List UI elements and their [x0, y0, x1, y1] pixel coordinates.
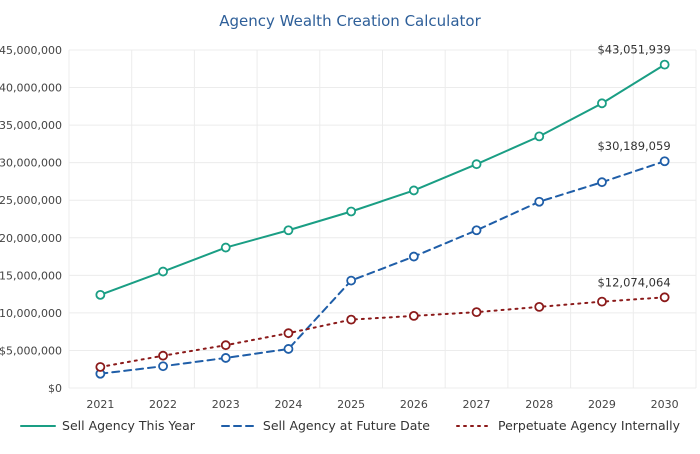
data-point: [408, 310, 419, 321]
data-point: [471, 159, 482, 170]
x-tick-label: 2026: [400, 398, 428, 411]
data-point: [220, 340, 231, 351]
legend-label: Perpetuate Agency Internally: [497, 418, 680, 433]
series-line: [99, 63, 666, 296]
y-tick-label: $45,000,000: [0, 44, 62, 57]
data-point: [346, 275, 357, 286]
data-point: [158, 350, 168, 361]
y-tick-label: $35,000,000: [0, 119, 62, 132]
legend-label: Sell Agency This Year: [62, 418, 195, 433]
data-point: [346, 206, 357, 217]
data-point: [95, 289, 106, 300]
y-tick-label: $10,000,000: [0, 307, 62, 320]
legend-item[interactable]: Sell Agency This Year: [20, 418, 195, 433]
data-point: [659, 59, 670, 70]
legend-swatch-icon: [220, 424, 257, 427]
y-tick-label: $30,000,000: [0, 157, 62, 170]
data-point: [534, 196, 545, 207]
y-tick-label: $15,000,000: [0, 269, 62, 282]
data-point: [220, 353, 231, 363]
y-tick-label: $25,000,000: [0, 194, 62, 207]
data-point: [283, 328, 294, 339]
data-point: [597, 98, 607, 109]
data-point: [220, 242, 231, 253]
data-point: [471, 225, 482, 236]
legend: Sell Agency This Year Sell Agency at Futu…: [0, 418, 700, 433]
data-point: [158, 361, 168, 372]
y-tick-label: $20,000,000: [0, 232, 62, 245]
data-point: [95, 362, 106, 372]
legend-swatch-icon: [20, 424, 57, 427]
data-point: [597, 177, 607, 188]
data-point: [408, 185, 419, 196]
data-point: [158, 266, 168, 277]
legend-swatch-icon: [455, 424, 492, 427]
data-point: [408, 251, 419, 262]
y-tick-label: $40,000,000: [0, 82, 62, 95]
x-tick-label: 2024: [274, 398, 302, 411]
x-tick-label: 2029: [588, 398, 616, 411]
x-tick-label: 2030: [651, 398, 679, 411]
data-point: [659, 156, 670, 167]
legend-item[interactable]: Sell Agency at Future Date: [220, 418, 430, 433]
data-point: [534, 131, 545, 142]
x-tick-label: 2022: [149, 398, 177, 411]
x-tick-label: 2021: [86, 398, 114, 411]
y-tick-label: $5,000,000: [0, 344, 62, 357]
data-point: [597, 296, 607, 307]
end-value-label: $43,051,939: [597, 43, 670, 57]
chart-title: Agency Wealth Creation Calculator: [219, 12, 481, 30]
legend-label: Sell Agency at Future Date: [262, 418, 430, 433]
data-point: [534, 301, 545, 312]
series-line: [99, 296, 666, 368]
data-point: [346, 314, 357, 325]
end-value-label: $12,074,064: [597, 275, 670, 289]
x-tick-label: 2028: [525, 398, 553, 411]
data-point: [659, 292, 670, 303]
data-point: [283, 344, 294, 354]
x-tick-label: 2027: [463, 398, 491, 411]
legend-item[interactable]: Perpetuate Agency Internally: [455, 418, 680, 433]
data-point: [471, 307, 482, 318]
data-point: [283, 225, 294, 236]
x-tick-label: 2025: [337, 398, 365, 411]
y-tick-label: $0: [48, 382, 62, 395]
series-line: [99, 160, 666, 375]
end-value-label: $30,189,059: [597, 139, 670, 153]
x-tick-label: 2023: [212, 398, 240, 411]
